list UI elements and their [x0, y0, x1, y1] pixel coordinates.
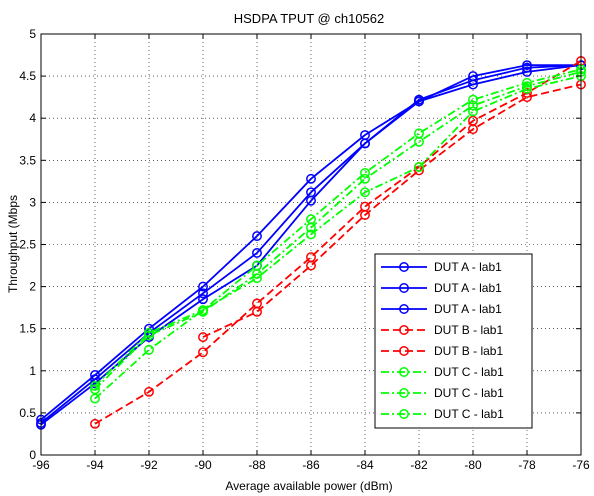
- y-axis-label: Throughput (Mbps: [6, 195, 20, 293]
- data-point: [198, 294, 208, 305]
- data-point: [468, 94, 478, 105]
- legend-label: DUT A - lab1: [434, 302, 502, 316]
- legend-label: DUT B - lab1: [434, 344, 503, 358]
- data-point: [144, 330, 154, 341]
- data-point: [306, 222, 316, 233]
- legend-box: [374, 253, 533, 429]
- data-point: [90, 393, 100, 404]
- data-point: [198, 288, 208, 299]
- legend-label: DUT A - lab1: [434, 260, 502, 274]
- data-point: [198, 347, 208, 358]
- legend-label: DUT C - lab1: [434, 386, 504, 400]
- x-tick-label: -76: [572, 458, 590, 472]
- x-tick-label: -80: [464, 458, 482, 472]
- x-tick-label: -86: [302, 458, 320, 472]
- data-point: [90, 418, 100, 429]
- data-point: [360, 167, 370, 178]
- data-point: [252, 273, 262, 284]
- data-point: [306, 260, 316, 271]
- data-point: [414, 162, 424, 172]
- data-point: [468, 79, 478, 90]
- data-point: [468, 100, 478, 111]
- axis-ticks: -96 -94 -92 -90 -88 -86 -84 -82 -80 -78 -76 0 0.5 1 1.…: [19, 27, 590, 472]
- data-point: [468, 124, 478, 135]
- y-tick-label: 0: [29, 448, 36, 462]
- y-tick-label: 4.5: [19, 69, 36, 83]
- plot-area: [36, 55, 586, 430]
- data-point: [144, 386, 154, 397]
- legend-marker: [399, 262, 409, 272]
- legend: DUT A - lab1 DUT A - lab1 DUT A - lab1 DUT …: [374, 253, 533, 429]
- y-tick-label: 3.5: [19, 153, 36, 167]
- data-point: [198, 281, 208, 292]
- legend-marker: [399, 367, 409, 377]
- chart-title: HSDPA TPUT @ ch10562: [234, 11, 385, 26]
- data-point: [468, 106, 478, 117]
- data-point: [198, 305, 208, 316]
- data-point: [306, 195, 316, 206]
- data-point: [252, 306, 262, 317]
- data-point: [522, 83, 532, 94]
- data-point: [522, 66, 532, 77]
- data-point: [144, 344, 154, 355]
- series-line: [94, 60, 582, 425]
- legend-marker: [399, 409, 409, 419]
- y-tick-label: 5: [29, 27, 36, 41]
- y-tick-label: 3: [29, 195, 36, 209]
- data-point: [360, 187, 370, 198]
- x-tick-label: -90: [194, 458, 212, 472]
- legend-label: DUT C - lab1: [434, 365, 504, 379]
- legend-marker: [399, 346, 409, 356]
- data-point: [360, 210, 370, 220]
- series-line: [94, 71, 582, 390]
- data-point: [252, 247, 262, 258]
- y-tick-label: 2.5: [19, 238, 36, 252]
- x-tick-label: -78: [518, 458, 536, 472]
- data-point: [306, 229, 316, 240]
- data-point: [414, 96, 424, 107]
- data-point: [198, 332, 208, 343]
- legend-label: DUT B - lab1: [434, 323, 503, 337]
- legend-marker: [399, 325, 409, 335]
- series-line: [40, 64, 582, 424]
- legend-label: DUT C - lab1: [434, 407, 504, 421]
- series-line: [40, 64, 581, 421]
- data-point: [90, 384, 100, 395]
- y-tick-label: 1: [29, 364, 36, 378]
- data-point: [414, 136, 424, 147]
- y-tick-label: 1.5: [19, 322, 36, 336]
- y-tick-label: 2: [29, 280, 36, 294]
- data-point: [360, 138, 370, 149]
- data-point: [522, 87, 532, 98]
- x-axis-label: Average available power (dBm): [225, 479, 392, 493]
- series-line: [94, 75, 582, 400]
- data-point: [306, 173, 316, 184]
- x-tick-label: -84: [356, 458, 374, 472]
- x-tick-label: -88: [248, 458, 266, 472]
- y-tick-label: 4: [29, 111, 36, 125]
- series-8: [90, 71, 586, 404]
- x-tick-label: -92: [140, 458, 158, 472]
- data-point: [360, 173, 370, 184]
- y-tick-label: 0.5: [19, 406, 36, 420]
- legend-marker: [399, 304, 409, 314]
- x-tick-label: -94: [86, 458, 104, 472]
- data-point: [252, 231, 262, 242]
- x-tick-label: -96: [32, 458, 50, 472]
- legend-marker: [399, 283, 409, 293]
- series-line: [94, 68, 582, 387]
- legend-marker: [399, 388, 409, 398]
- x-tick-label: -82: [410, 458, 428, 472]
- legend-label: DUT A - lab1: [434, 281, 502, 295]
